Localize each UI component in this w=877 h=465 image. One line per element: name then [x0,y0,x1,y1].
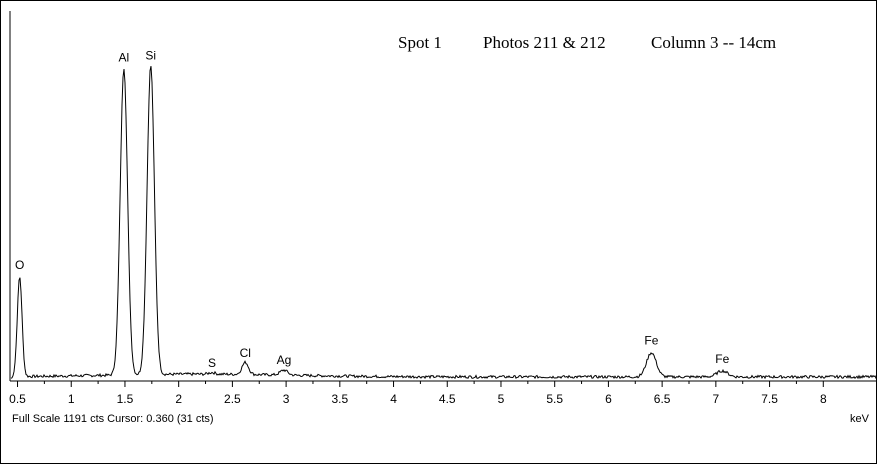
peak-label-fe: Fe [644,334,658,348]
x-axis-ticks [17,381,824,387]
x-tick-label: 4.5 [439,392,456,406]
x-tick-label: 8 [820,392,827,406]
x-tick-label: 2 [175,392,182,406]
peak-labels: O Al Si S Cl Ag Fe Fe [15,49,730,371]
peak-label-ag: Ag [277,353,292,367]
peak-label-fe: Fe [715,352,729,366]
x-tick-label: 7.5 [761,392,778,406]
x-tick-label: 1.5 [117,392,134,406]
x-tick-label: 6 [605,392,612,406]
header-photos: Photos 211 & 212 [483,33,606,52]
header-column: Column 3 -- 14cm [651,33,776,52]
x-axis-unit: keV [850,413,870,425]
x-tick-label: 5 [498,392,505,406]
x-tick-label: 2.5 [224,392,241,406]
full-scale-readout: Full Scale 1191 cts Cursor: 0.360 (31 ct… [12,413,214,425]
peak-label-si: Si [145,49,156,63]
peak-label-cl: Cl [240,346,251,360]
header-spot: Spot 1 [398,33,442,52]
peak-label-s: S [208,356,216,370]
x-tick-label: 4 [390,392,397,406]
spectrum-trace [10,65,877,380]
x-tick-label: 6.5 [654,392,671,406]
x-axis-tick-labels: 0.5 1 1.5 2 2.5 3 3.5 4 4.5 5 5.5 6 6.5 7 7.5 8 [9,392,827,406]
x-tick-label: 7 [713,392,720,406]
peak-label-al: Al [119,51,130,65]
x-tick-label: 5.5 [546,392,563,406]
x-tick-label: 3 [283,392,290,406]
x-tick-label: 0.5 [9,392,26,406]
peak-label-o: O [15,258,24,272]
x-tick-label: 1 [68,392,75,406]
x-tick-label: 3.5 [331,392,348,406]
